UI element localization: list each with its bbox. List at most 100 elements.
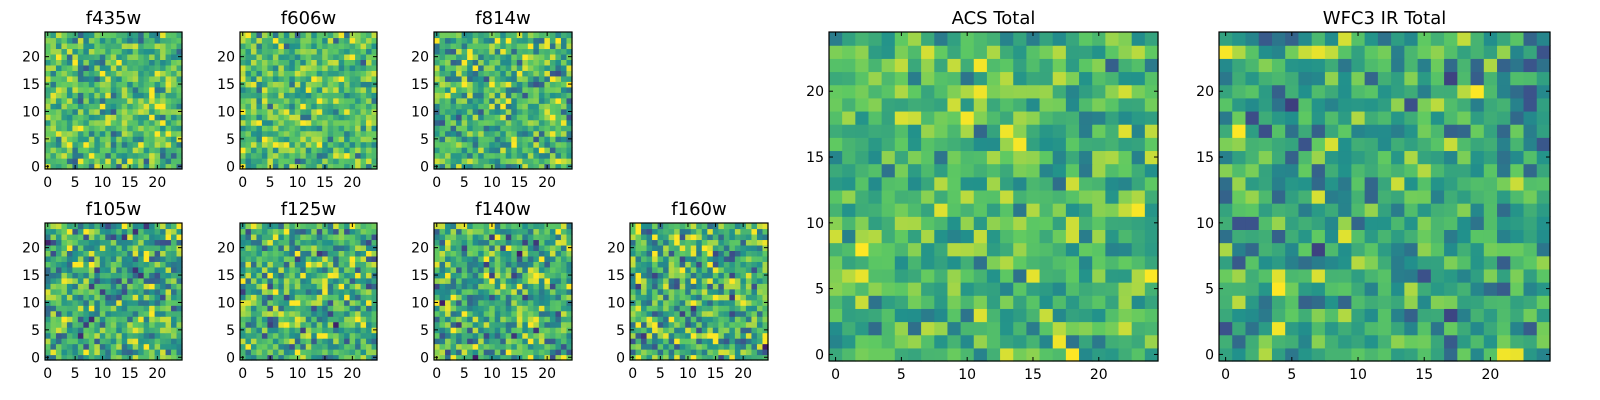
heatmap-cell [1039, 229, 1054, 244]
heatmap-cell [88, 321, 95, 328]
heatmap-cell [538, 266, 545, 273]
heatmap-cell [245, 310, 252, 317]
y-tick-label: 10 [217, 295, 235, 311]
heatmap-cell [696, 228, 703, 235]
heatmap-cell [674, 277, 681, 284]
heatmap-cell [489, 53, 496, 60]
heatmap-cell [366, 305, 373, 312]
heatmap-cell [300, 354, 307, 361]
heatmap-cell [894, 216, 909, 230]
heatmap-cell [516, 294, 523, 301]
heatmap-cell [646, 316, 653, 323]
heatmap-cell [360, 228, 367, 235]
heatmap-cell [630, 261, 637, 268]
heatmap-cell [505, 349, 512, 356]
heatmap-cell [45, 255, 52, 262]
heatmap-cell [434, 233, 441, 241]
heatmap-cell [77, 125, 84, 132]
heatmap-cell [83, 103, 90, 110]
heatmap-cell [283, 266, 290, 273]
heatmap-cell [371, 277, 378, 284]
heatmap-cell [1105, 229, 1120, 244]
heatmap-cell [72, 305, 79, 312]
heatmap-cell [467, 119, 474, 126]
heatmap-cell [522, 239, 529, 246]
heatmap-cell [149, 42, 156, 50]
heatmap-cell [1118, 321, 1133, 336]
heatmap-cell [450, 86, 457, 93]
heatmap-cell [751, 354, 758, 361]
heatmap-cell [110, 42, 117, 50]
heatmap-cell [278, 81, 285, 88]
heatmap-cell [66, 114, 73, 121]
heatmap-cell [986, 163, 1001, 178]
heatmap-cell [1131, 308, 1146, 323]
heatmap-cell [434, 37, 441, 44]
heatmap-cell [560, 277, 568, 284]
heatmap-cell [121, 125, 128, 132]
heatmap-cell [723, 343, 730, 350]
heatmap-cell [527, 163, 534, 170]
heatmap-cell [349, 261, 356, 268]
heatmap-cell [45, 266, 52, 273]
heatmap-cell [360, 239, 367, 246]
heatmap-cell [94, 125, 101, 132]
heatmap-cell [679, 255, 686, 262]
heatmap-cell [718, 272, 725, 279]
heatmap-cell [77, 354, 84, 361]
heatmap-cell [696, 316, 703, 323]
heatmap-cell [333, 158, 340, 165]
heatmap-cell [132, 158, 139, 165]
heatmap-cell [360, 255, 367, 262]
heatmap-cell [538, 53, 545, 60]
heatmap-cell [439, 255, 446, 262]
heatmap-cell [143, 272, 150, 279]
heatmap-cell [289, 114, 296, 121]
heatmap-cell [278, 64, 285, 71]
heatmap-cell [500, 228, 507, 235]
heatmap-cell [143, 338, 150, 345]
heatmap-cell [311, 354, 318, 361]
heatmap-cell [289, 332, 296, 339]
heatmap-cell [250, 272, 258, 279]
heatmap-cell [461, 277, 468, 284]
heatmap-cell [1131, 216, 1146, 230]
heatmap-cell [635, 250, 642, 257]
heatmap-cell [960, 295, 975, 309]
heatmap-cell [272, 108, 279, 115]
heatmap-cell [505, 32, 512, 39]
heatmap-cell [1052, 189, 1067, 204]
heatmap-cell [316, 42, 323, 50]
heatmap-cell [1026, 308, 1041, 323]
heatmap-cell [149, 294, 156, 301]
heatmap-cell [72, 92, 79, 99]
heatmap-cell [868, 282, 883, 296]
heatmap-cell [105, 114, 112, 121]
heatmap-cell [729, 294, 736, 301]
heatmap-cell [445, 305, 452, 312]
heatmap-cell [110, 125, 117, 132]
heatmap-cell [338, 327, 345, 334]
heatmap-cell [533, 349, 540, 356]
heatmap-cell [690, 321, 697, 328]
heatmap-cell [99, 321, 106, 328]
heatmap-cell [110, 239, 117, 246]
heatmap-cell [105, 147, 112, 154]
heatmap-cell [83, 223, 90, 230]
heatmap-cell [516, 147, 523, 154]
heatmap-cell [1065, 334, 1080, 349]
heatmap-cell [88, 244, 95, 251]
heatmap-cell [283, 37, 290, 44]
heatmap-cell [734, 310, 741, 317]
heatmap-cell [322, 255, 329, 262]
heatmap-cell [461, 136, 468, 143]
heatmap-cell [467, 130, 474, 137]
heatmap-cell [160, 86, 167, 93]
heatmap-cell [272, 125, 279, 132]
heatmap-cell [707, 228, 714, 235]
heatmap-cell [250, 37, 258, 44]
heatmap-cell [55, 103, 63, 110]
heatmap-cell [538, 316, 545, 323]
heatmap-cell [511, 244, 518, 251]
heatmap-cell [171, 53, 178, 60]
